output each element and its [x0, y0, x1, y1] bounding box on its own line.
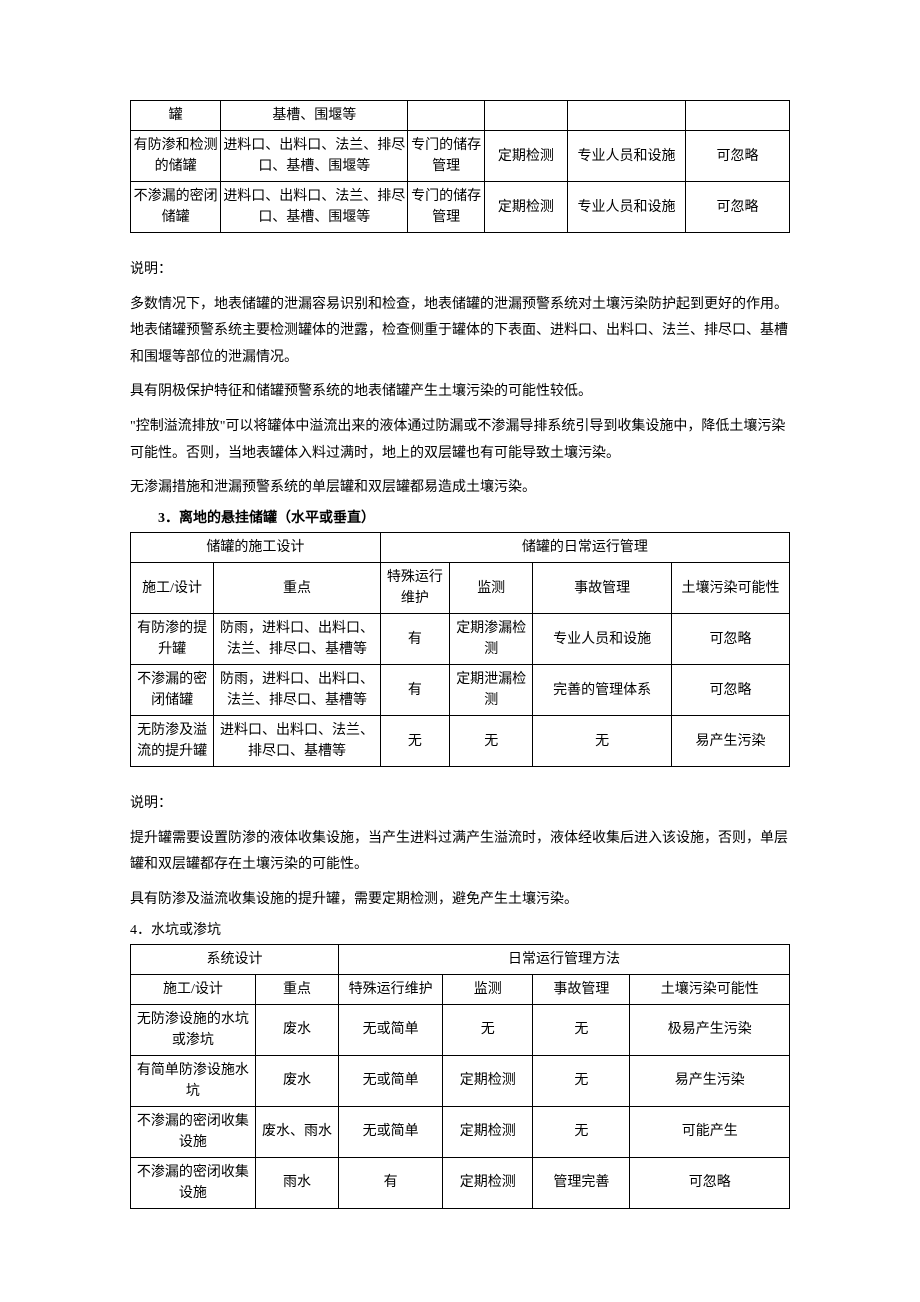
table-cell: 专门的储存管理	[408, 131, 484, 182]
table-cell: 无或简单	[339, 1106, 443, 1157]
table-cell	[484, 101, 567, 131]
table-header: 重点	[214, 563, 380, 614]
table-cell	[685, 101, 789, 131]
table-cell: 罐	[131, 101, 221, 131]
table-cell: 无	[443, 1004, 533, 1055]
table-header: 土壤污染可能性	[672, 563, 790, 614]
table-cell: 废水	[255, 1004, 338, 1055]
table-cell: 专门的储存管理	[408, 182, 484, 233]
table-header: 特殊运行维护	[339, 974, 443, 1004]
table-cell: 进料口、出料口、法兰、排尽口、基槽等	[214, 716, 380, 767]
paragraph: "控制溢流排放"可以将罐体中溢流出来的液体通过防漏或不渗漏导排系统引导到收集设施…	[130, 414, 790, 467]
explain2-text: 提升罐需要设置防渗的液体收集设施，当产生进料过满产生溢流时，液体经收集后进入该设…	[130, 826, 790, 914]
table-cell	[408, 101, 484, 131]
table-header: 施工/设计	[131, 563, 214, 614]
table-cell: 可忽略	[685, 131, 789, 182]
table-cell: 无	[450, 716, 533, 767]
table-cell: 无	[533, 1055, 630, 1106]
paragraph: 提升罐需要设置防渗的液体收集设施，当产生进料过满产生溢流时，液体经收集后进入该设…	[130, 826, 790, 879]
table-cell: 管理完善	[533, 1157, 630, 1208]
table-cell: 不渗漏的密闭收集设施	[131, 1157, 256, 1208]
table-header: 储罐的日常运行管理	[380, 533, 789, 563]
table-cell: 定期检测	[484, 182, 567, 233]
table-cell: 可忽略	[672, 614, 790, 665]
paragraph: 具有阴极保护特征和储罐预警系统的地表储罐产生土壤污染的可能性较低。	[130, 379, 790, 406]
table-cell: 定期泄漏检测	[450, 665, 533, 716]
table-cell: 专业人员和设施	[568, 182, 686, 233]
table-header: 土壤污染可能性	[630, 974, 790, 1004]
table-cell: 定期检测	[443, 1055, 533, 1106]
table-cell: 废水	[255, 1055, 338, 1106]
explain2-label: 说明：	[130, 791, 790, 818]
table-cell: 极易产生污染	[630, 1004, 790, 1055]
table-header: 系统设计	[131, 944, 339, 974]
table-header: 事故管理	[533, 974, 630, 1004]
table-cell: 可忽略	[630, 1157, 790, 1208]
table-cell: 无防渗设施的水坑或渗坑	[131, 1004, 256, 1055]
table-cell: 易产生污染	[630, 1055, 790, 1106]
table-header: 监测	[450, 563, 533, 614]
table-cell: 雨水	[255, 1157, 338, 1208]
table-cell: 可忽略	[685, 182, 789, 233]
table-header: 重点	[255, 974, 338, 1004]
table-cell: 不渗漏的密闭储罐	[131, 665, 214, 716]
paragraph: 多数情况下，地表储罐的泄漏容易识别和检查，地表储罐的泄漏预警系统对土壤污染防护起…	[130, 292, 790, 372]
table-header: 储罐的施工设计	[131, 533, 381, 563]
table-cell: 有防渗的提升罐	[131, 614, 214, 665]
table-cell: 废水、雨水	[255, 1106, 338, 1157]
table-cell	[568, 101, 686, 131]
table-cell: 不渗漏的密闭储罐	[131, 182, 221, 233]
table-cell: 无或简单	[339, 1004, 443, 1055]
table-cell: 无	[533, 1106, 630, 1157]
heading-4: 4．水坑或渗坑	[130, 920, 790, 942]
table-cell: 专业人员和设施	[533, 614, 672, 665]
table-cell: 有	[380, 665, 449, 716]
table-cell: 有简单防渗设施水坑	[131, 1055, 256, 1106]
table-cell: 进料口、出料口、法兰、排尽口、基槽、围堰等	[221, 182, 408, 233]
table-header: 监测	[443, 974, 533, 1004]
table-cell: 定期检测	[443, 1106, 533, 1157]
table-header: 特殊运行维护	[380, 563, 449, 614]
table-cell: 有	[380, 614, 449, 665]
table-cell: 无	[533, 1004, 630, 1055]
table-cell: 可能产生	[630, 1106, 790, 1157]
explain1-text: 多数情况下，地表储罐的泄漏容易识别和检查，地表储罐的泄漏预警系统对土壤污染防护起…	[130, 292, 790, 502]
paragraph: 无渗漏措施和泄漏预警系统的单层罐和双层罐都易造成土壤污染。	[130, 475, 790, 502]
table-cell: 定期渗漏检测	[450, 614, 533, 665]
table-cell: 定期检测	[484, 131, 567, 182]
table-2-suspended-tank: 储罐的施工设计储罐的日常运行管理施工/设计重点特殊运行维护监测事故管理土壤污染可…	[130, 532, 790, 767]
table-cell: 无防渗及溢流的提升罐	[131, 716, 214, 767]
table-header: 施工/设计	[131, 974, 256, 1004]
table-cell: 完善的管理体系	[533, 665, 672, 716]
table-3-pit: 系统设计日常运行管理方法施工/设计重点特殊运行维护监测事故管理土壤污染可能性无防…	[130, 944, 790, 1209]
table-cell: 有防渗和检测的储罐	[131, 131, 221, 182]
table-cell: 无	[380, 716, 449, 767]
table-1-storage-tank: 罐基槽、围堰等有防渗和检测的储罐进料口、出料口、法兰、排尽口、基槽、围堰等专门的…	[130, 100, 790, 233]
table-cell: 易产生污染	[672, 716, 790, 767]
table-cell: 专业人员和设施	[568, 131, 686, 182]
table-cell: 定期检测	[443, 1157, 533, 1208]
table-cell: 无	[533, 716, 672, 767]
table-header: 日常运行管理方法	[339, 944, 790, 974]
table-cell: 不渗漏的密闭收集设施	[131, 1106, 256, 1157]
table-cell: 基槽、围堰等	[221, 101, 408, 131]
table-cell: 进料口、出料口、法兰、排尽口、基槽、围堰等	[221, 131, 408, 182]
explain1-label: 说明：	[130, 257, 790, 284]
table-cell: 防雨，进料口、出料口、法兰、排尽口、基槽等	[214, 614, 380, 665]
table-cell: 防雨，进料口、出料口、法兰、排尽口、基槽等	[214, 665, 380, 716]
table-cell: 无或简单	[339, 1055, 443, 1106]
table-header: 事故管理	[533, 563, 672, 614]
table-cell: 可忽略	[672, 665, 790, 716]
table-cell: 有	[339, 1157, 443, 1208]
paragraph: 具有防渗及溢流收集设施的提升罐，需要定期检测，避免产生土壤污染。	[130, 887, 790, 914]
heading-3: 3．离地的悬挂储罐（水平或垂直）	[130, 508, 790, 530]
